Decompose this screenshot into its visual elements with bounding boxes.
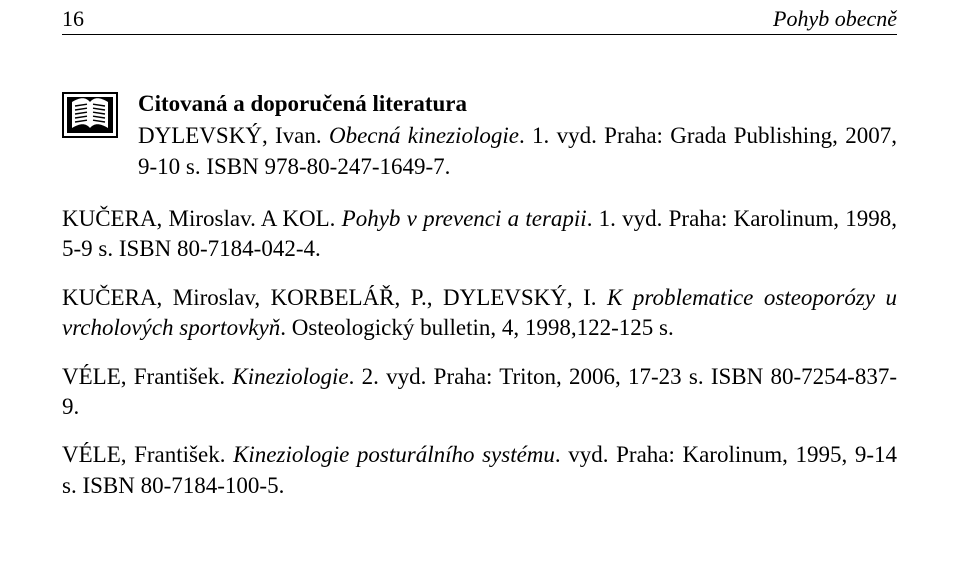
ref-rest: . Osteologický bulletin, 4, 1998,122-125…	[280, 315, 674, 340]
section-title: Citovaná a doporučená literatura	[138, 89, 897, 119]
reference-entry: KUČERA, Miroslav. A KOL. Pohyb v prevenc…	[62, 204, 897, 265]
reference-entry: KUČERA, Miroslav, KORBELÁŘ, P., DYLEVSKÝ…	[62, 283, 897, 344]
reference-block: Citovaná a doporučená literatura DYLEVSK…	[138, 89, 897, 182]
first-reference-row: Citovaná a doporučená literatura DYLEVSK…	[62, 89, 897, 182]
ref-title: Kineziologie	[232, 364, 348, 389]
reference-entry: VÉLE, František. Kineziologie posturální…	[62, 440, 897, 501]
page-number: 16	[62, 6, 84, 32]
ref-author: DYLEVSKÝ, Ivan.	[138, 123, 329, 148]
ref-author: KUČERA, Miroslav. A KOL.	[62, 206, 342, 231]
reference-entry: VÉLE, František. Kineziologie. 2. vyd. P…	[62, 362, 897, 423]
chapter-title: Pohyb obecně	[773, 6, 897, 32]
ref-title: Obecná kineziologie	[329, 123, 519, 148]
ref-title: Kineziologie posturálního systému	[233, 442, 555, 467]
book-icon	[62, 89, 138, 138]
ref-title: Pohyb v prevenci a terapii	[342, 206, 587, 231]
ref-author: VÉLE, František.	[62, 442, 233, 467]
content: Citovaná a doporučená literatura DYLEVSK…	[0, 35, 959, 501]
ref-author: KUČERA, Miroslav, KORBELÁŘ, P., DYLEVSKÝ…	[62, 285, 607, 310]
page-header: 16 Pohyb obecně	[0, 0, 959, 32]
ref-author: VÉLE, František.	[62, 364, 232, 389]
